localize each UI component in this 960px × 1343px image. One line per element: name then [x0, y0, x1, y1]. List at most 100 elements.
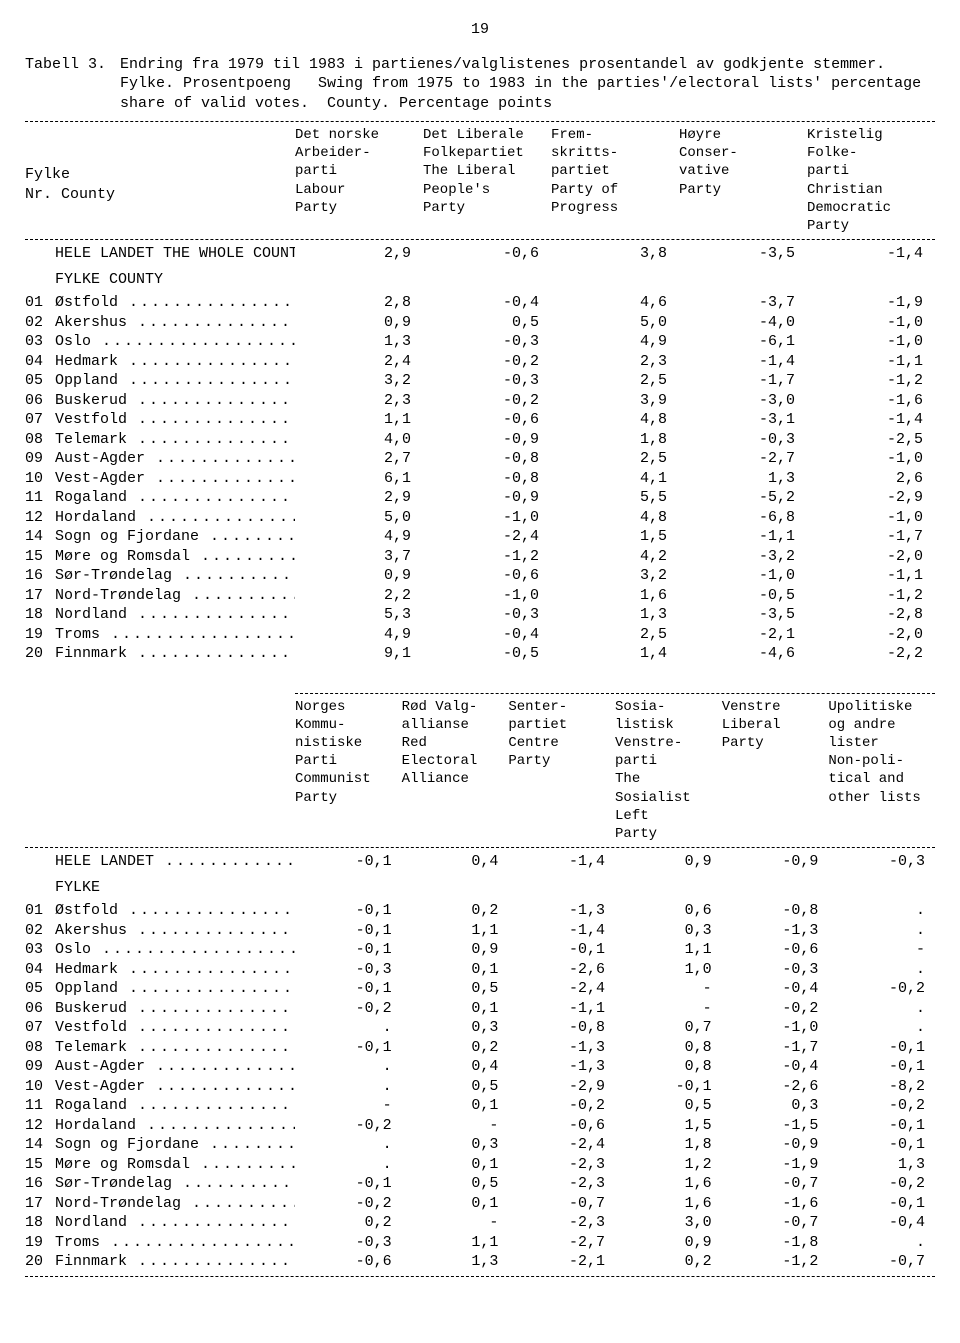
cell: -0,2 [423, 352, 551, 372]
cell: 1,0 [615, 960, 722, 980]
cell: -0,8 [423, 449, 551, 469]
table2-total-row: HELE LANDET -0,10,4-1,40,9-0,9-0,3 [25, 852, 935, 872]
row-name: Telemark [55, 1038, 295, 1058]
cell: -2,4 [423, 527, 551, 547]
cell: -2,0 [807, 547, 935, 567]
row-nr: 20 [25, 644, 55, 664]
cell: . [295, 1135, 402, 1155]
cell: -0,6 [295, 1252, 402, 1272]
cell: -1,8 [722, 1233, 829, 1253]
table-row: 02Akershus-0,11,1-1,40,3-1,3. [25, 921, 935, 941]
row-name: Aust-Agder [55, 1057, 295, 1077]
row-nr: 08 [25, 1038, 55, 1058]
row-nr: 10 [25, 469, 55, 489]
cell: -0,1 [295, 1174, 402, 1194]
cell: -6,1 [679, 332, 807, 352]
col-header: KristeligFolke-partiChristianDemocraticP… [807, 126, 935, 235]
row-name: Buskerud [55, 391, 295, 411]
cell: 4,8 [551, 410, 679, 430]
cell: 4,9 [295, 527, 423, 547]
table-row: 01Østfold2,8-0,44,6-3,7-1,9 [25, 293, 935, 313]
page-number: 19 [25, 20, 935, 40]
cell: -2,0 [807, 625, 935, 645]
cell: -0,3 [423, 332, 551, 352]
table-row: 16Sør-Trøndelag-0,10,5-2,31,6-0,7-0,2 [25, 1174, 935, 1194]
table-row: 10Vest-Agder.0,5-2,9-0,1-2,6-8,2 [25, 1077, 935, 1097]
table-row: 03Oslo1,3-0,34,9-6,1-1,0 [25, 332, 935, 352]
cell: - [402, 1213, 509, 1233]
cell: -1,0 [807, 508, 935, 528]
cell: -2,9 [807, 488, 935, 508]
table1-section: FYLKE COUNTY [55, 270, 935, 290]
row-nr: 01 [25, 901, 55, 921]
cell: -1,9 [807, 293, 935, 313]
col-header: Sosia-listiskVenstre-partiTheSosialistLe… [615, 698, 722, 844]
cell: 1,6 [551, 586, 679, 606]
table-row: 14Sogn og Fjordane.0,3-2,41,8-0,9-0,1 [25, 1135, 935, 1155]
cell: -0,2 [828, 1174, 935, 1194]
col-header: Rød Valg-allianseRedElectoralAlliance [402, 698, 509, 844]
cell: -2,8 [807, 605, 935, 625]
row-nr: 15 [25, 1155, 55, 1175]
cell: -0,9 [423, 488, 551, 508]
cell: 2,9 [295, 244, 423, 264]
row-name: Aust-Agder [55, 449, 295, 469]
cell: -2,1 [679, 625, 807, 645]
cell: 0,4 [402, 1057, 509, 1077]
cell: -1,4 [679, 352, 807, 372]
cell: 5,0 [295, 508, 423, 528]
cell: . [828, 999, 935, 1019]
cell: -1,0 [807, 332, 935, 352]
row-nr: 04 [25, 352, 55, 372]
cell: 1,1 [295, 410, 423, 430]
cell: -0,2 [828, 1096, 935, 1116]
cell: -3,1 [679, 410, 807, 430]
cell: -3,5 [679, 605, 807, 625]
table-row: 20Finnmark-0,61,3-2,10,2-1,2-0,7 [25, 1252, 935, 1272]
row-name: Østfold [55, 901, 295, 921]
cell: -0,3 [423, 605, 551, 625]
cell: -1,0 [722, 1018, 829, 1038]
row-name: Sør-Trøndelag [55, 1174, 295, 1194]
cell: 0,2 [295, 1213, 402, 1233]
cell: -0,8 [722, 901, 829, 921]
cell: 0,1 [402, 1155, 509, 1175]
table-row: 12Hordaland-0,2--0,61,5-1,5-0,1 [25, 1116, 935, 1136]
cell: -0,4 [423, 293, 551, 313]
cell: -2,3 [508, 1174, 615, 1194]
cell: -1,1 [807, 566, 935, 586]
cell: 0,9 [295, 313, 423, 333]
cell: -0,3 [423, 371, 551, 391]
table-row: 17Nord-Trøndelag-0,20,1-0,71,6-1,6-0,1 [25, 1194, 935, 1214]
row-nr: 12 [25, 1116, 55, 1136]
cell: -1,2 [807, 586, 935, 606]
cell: 0,9 [402, 940, 509, 960]
table-row: 07Vestfold.0,3-0,80,7-1,0. [25, 1018, 935, 1038]
divider [25, 847, 935, 848]
cell: 1,2 [615, 1155, 722, 1175]
cell: -0,6 [722, 940, 829, 960]
cell: -1,0 [423, 508, 551, 528]
table-row: 16Sør-Trøndelag0,9-0,63,2-1,0-1,1 [25, 566, 935, 586]
table-row: 08Telemark-0,10,2-1,30,8-1,7-0,1 [25, 1038, 935, 1058]
cell: 4,8 [551, 508, 679, 528]
cell: 0,9 [615, 852, 722, 872]
divider [25, 239, 935, 240]
cell: -0,1 [828, 1135, 935, 1155]
cell: 0,1 [402, 1194, 509, 1214]
table-row: 07Vestfold1,1-0,64,8-3,1-1,4 [25, 410, 935, 430]
row-nr: 19 [25, 1233, 55, 1253]
cell: 2,3 [551, 352, 679, 372]
cell: . [828, 1018, 935, 1038]
cell: 1,5 [551, 527, 679, 547]
row-nr: 06 [25, 999, 55, 1019]
cell: 0,3 [722, 1096, 829, 1116]
row-name: Akershus [55, 313, 295, 333]
cell: 2,4 [295, 352, 423, 372]
cell: -1,2 [807, 371, 935, 391]
cell: -1,7 [722, 1038, 829, 1058]
cell: -0,2 [828, 979, 935, 999]
row-name: Vest-Agder [55, 1077, 295, 1097]
cell: 1,6 [615, 1194, 722, 1214]
row-name: Hordaland [55, 508, 295, 528]
